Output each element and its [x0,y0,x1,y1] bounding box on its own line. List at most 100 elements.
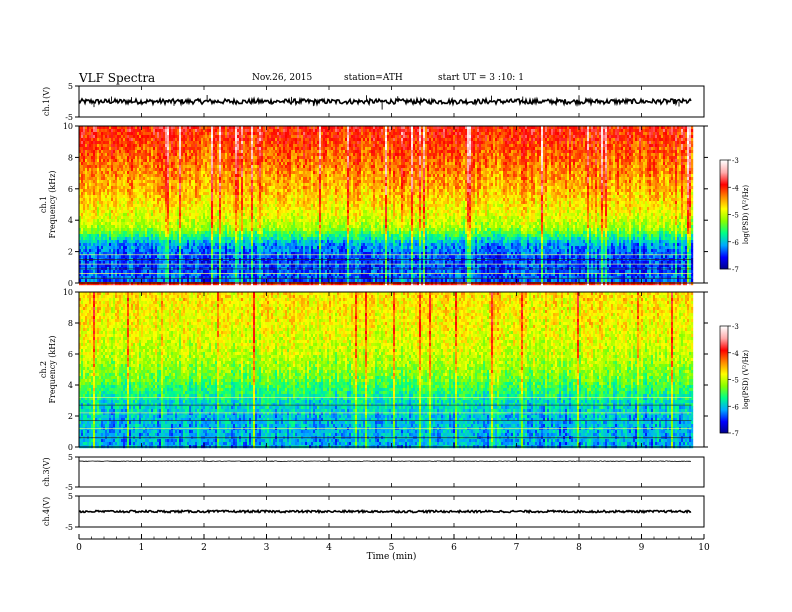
spectrogram-cell [309,135,312,139]
spectrogram-cell [451,135,454,139]
spectrogram-cell [531,165,534,169]
spectrogram-cell [245,159,248,163]
spectrogram-cell [489,132,492,136]
spectrogram-cell [579,141,582,145]
spectrogram-cell [207,171,210,175]
spectrogram-cell [127,138,130,142]
spectrogram-cell [215,129,218,133]
spectrogram-cell [599,153,602,157]
spectrogram-cell [495,126,498,130]
spectrogram-cell [563,129,566,133]
spectrogram-cell [573,132,576,136]
spectrogram-cell [187,153,190,157]
spectrogram-cell [531,129,534,133]
spectrogram-cell [175,153,178,157]
spectrogram-cell [209,129,212,133]
spectrogram-cell [547,171,550,175]
spectrogram-cell [491,147,494,151]
spectrogram-cell [673,132,676,136]
spectrogram-cell [87,138,90,142]
spectrogram-cell [505,153,508,157]
spectrogram-cell [519,135,522,139]
spectrogram-cell [209,138,212,142]
spectrogram-cell [189,165,192,169]
spectrogram-cell [625,129,628,133]
spectrogram-cell [277,156,280,160]
spectrogram-cell [335,171,338,175]
spectrogram-cell [117,138,120,142]
spectrogram-cell [379,138,382,142]
spectrogram-cell [217,171,220,175]
spectrogram-cell [321,153,324,157]
spectrogram-cell [535,150,538,154]
spectrogram-cell [317,141,320,145]
spectrogram-cell [525,135,528,139]
spectrogram-cell [323,153,326,157]
spectrogram-cell [201,147,204,151]
spectrogram-cell [195,171,198,175]
spectrogram-cell [361,135,364,139]
spectrogram-cell [257,150,260,154]
spectrogram-cell [605,150,608,154]
spectrogram-cell [377,147,380,151]
spectrogram-cell [225,159,228,163]
spectrogram-cell [403,162,406,166]
spectrogram-cell [197,171,200,175]
spectrogram-cell [669,144,672,148]
spectrogram-cell [391,147,394,151]
spectrogram-cell [383,138,386,142]
spectrogram-cell [257,144,260,148]
spectrogram-cell [635,153,638,157]
spectrogram-cell [379,153,382,157]
spectrogram-cell [447,165,450,169]
spectrogram-cell [217,129,220,133]
spectrogram-cell [201,156,204,160]
spectrogram-cell [381,162,384,166]
spectrogram-cell [161,174,164,178]
spectrogram-cell [197,165,200,169]
spectrogram-cell [327,129,330,133]
spectrogram-cell [439,132,442,136]
spectrogram-cell [283,156,286,160]
spectrogram-cell [621,156,624,160]
spectrogram-cell [205,159,208,163]
spectrogram-cell [623,150,626,154]
spectrogram-cell [279,159,282,163]
spectrogram-cell [253,147,256,151]
spectrogram-cell [179,174,182,178]
spectrogram-cell [387,168,390,172]
spectrogram-cell [659,150,662,154]
spectrogram-cell [557,171,560,175]
spectrogram-cell [167,147,170,151]
spectrogram-cell [295,162,298,166]
spectrogram-cell [335,141,338,145]
spectrogram-cell [619,135,622,139]
spectrogram-cell [639,126,642,130]
spectrogram-cell [285,156,288,160]
spectrogram-cell [543,141,546,145]
spectrogram-cell [79,162,82,166]
spectrogram-cell [357,159,360,163]
spectrogram-cell [605,129,608,133]
spectrogram-cell [145,165,148,169]
spectrogram-cell [573,168,576,172]
spectrogram-cell [661,129,664,133]
spectrogram-cell [377,141,380,145]
spectrogram-cell [679,144,682,148]
spectrogram-cell [651,144,654,148]
spectrogram-cell [617,150,620,154]
spectrogram-cell [647,150,650,154]
spectrogram-cell [325,135,328,139]
spectrogram-cell [171,129,174,133]
spectrogram-cell [489,168,492,172]
spectrogram-cell [283,141,286,145]
spectrogram-cell [521,159,524,163]
spectrogram-cell [221,156,224,160]
spectrogram-cell [299,144,302,148]
spectrogram-cell [331,147,334,151]
spectrogram-cell [83,138,86,142]
spectrogram-cell [441,132,444,136]
spectrogram-cell [583,141,586,145]
spectrogram-cell [107,168,110,172]
spectrogram-cell [161,165,164,169]
